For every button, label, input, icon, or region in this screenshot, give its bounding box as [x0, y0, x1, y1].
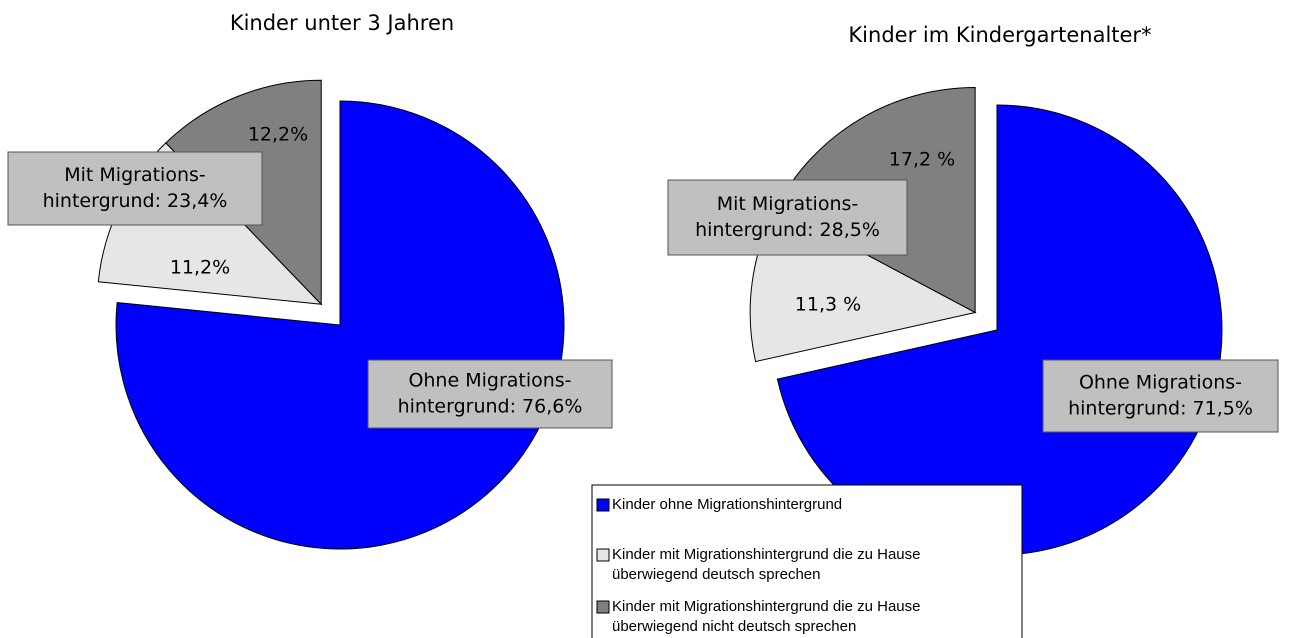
slice-label: 11,3 %: [795, 294, 861, 316]
slice-label: 11,2%: [170, 257, 230, 279]
group-label: hintergrund: 28,5%: [695, 219, 880, 241]
legend-box: [591, 484, 1023, 638]
chart-title: Kinder unter 3 Jahren: [230, 11, 454, 35]
legend-swatch: [596, 600, 610, 614]
slice-label: 17,2 %: [889, 149, 955, 171]
group-label-box: [667, 179, 908, 256]
legend-label: überwiegend deutsch sprechen: [612, 566, 820, 583]
legend-label: Kinder mit Migrationshintergrund die zu …: [612, 546, 921, 563]
slice-label: Ohne Migrations-: [408, 370, 571, 392]
slice-label-box: [367, 359, 613, 429]
slice-label: hintergrund: 76,6%: [398, 396, 583, 418]
group-label: Mit Migrations-: [64, 164, 206, 186]
legend-label: Kinder ohne Migrationshintergrund: [612, 496, 842, 513]
slice-label: hintergrund: 71,5%: [1068, 398, 1253, 420]
slice-label: 12,2%: [248, 124, 308, 146]
group-label-box: [7, 151, 263, 226]
chart-title: Kinder im Kindergartenalter*: [848, 23, 1151, 47]
legend-swatch: [596, 548, 610, 562]
group-label: hintergrund: 23,4%: [43, 190, 228, 212]
pie-slice: [115, 100, 565, 550]
legend-swatch: [596, 498, 610, 512]
legend-label: Kinder mit Migrationshintergrund die zu …: [612, 598, 921, 615]
slice-label-box: [1042, 359, 1279, 433]
slice-label: Ohne Migrations-: [1079, 372, 1242, 394]
group-label: Mit Migrations-: [717, 193, 859, 215]
legend-label: überwiegend nicht deutsch sprechen: [612, 618, 856, 635]
